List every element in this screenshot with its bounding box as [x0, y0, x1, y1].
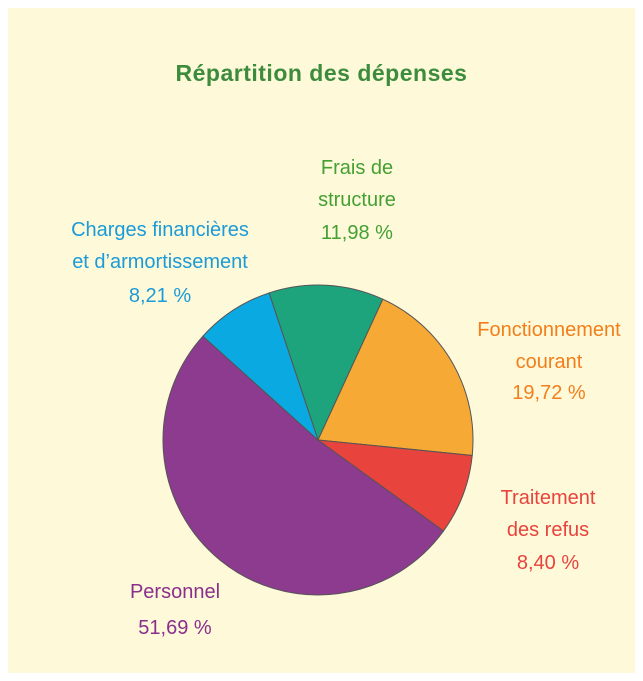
value-label: 11,98 %	[321, 222, 393, 244]
slice-label: Charges financières et d’armortissement	[71, 219, 249, 273]
slice-label: Frais de structure	[318, 157, 396, 211]
pie-slice	[202, 292, 320, 442]
slice-label: Fonctionnement courant	[477, 319, 621, 373]
pie-slice	[268, 284, 384, 442]
value-label: 19,72 %	[512, 382, 586, 404]
value-label: 8,21 %	[128, 285, 192, 307]
pie-slice	[317, 298, 474, 456]
chart-title: Répartition des dépenses	[175, 60, 468, 86]
pie-slice	[162, 335, 445, 596]
slice-label: Personnel	[129, 581, 221, 603]
value-label: 51,69 %	[138, 617, 212, 639]
slice-label: Traitement des refus	[500, 487, 596, 541]
value-label: 8,40 %	[516, 552, 580, 574]
